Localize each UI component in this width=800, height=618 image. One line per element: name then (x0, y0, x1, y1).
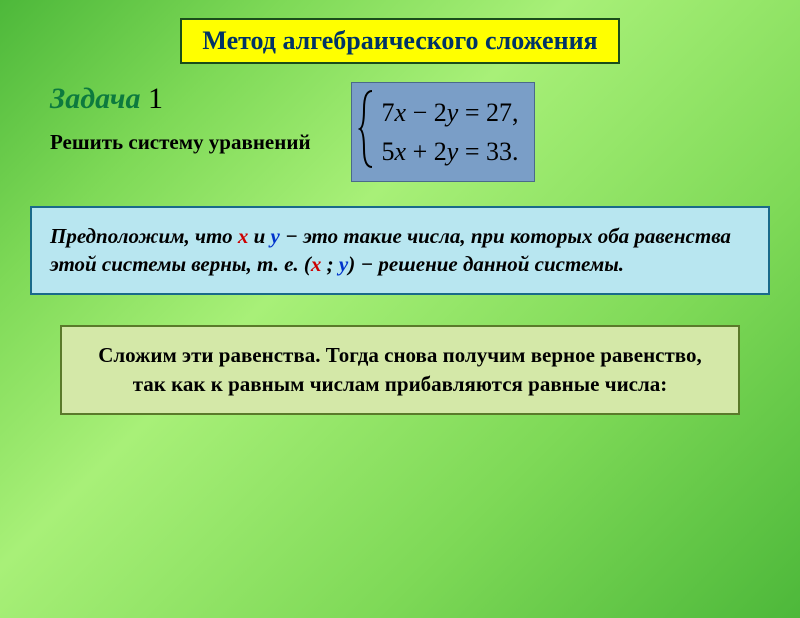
box1-var-x2: х (311, 252, 327, 276)
task-label: Задача 1 (50, 82, 311, 116)
box1-part1: Предположим, что (50, 224, 238, 248)
page-title: Метод алгебраического сложения (180, 18, 619, 64)
box1-part4: ) − решение данной системы. (348, 252, 624, 276)
eq2-coef-b: 2 (434, 137, 447, 166)
eq1-coef-a: 7 (382, 98, 395, 127)
task-row: Задача 1 Решить систему уравнений 7x − 2… (50, 82, 800, 182)
left-brace-icon (358, 89, 376, 169)
equation-2: 5x + 2y = 33. (382, 132, 519, 171)
box1-var-y: у (271, 224, 280, 248)
task-left-column: Задача 1 Решить систему уравнений (50, 82, 311, 155)
eq1-var-x: x (395, 98, 407, 127)
task-instruction: Решить систему уравнений (50, 130, 311, 155)
box1-var-y2: у (339, 252, 348, 276)
box1-part2: и (248, 224, 270, 248)
eq1-rhs: = 27, (458, 98, 518, 127)
eq2-var-y: y (447, 137, 459, 166)
eq1-var-y: y (447, 98, 459, 127)
box1-var-x: х (238, 224, 249, 248)
assumption-box: Предположим, что х и у − это такие числа… (30, 206, 770, 295)
eq1-coef-b: 2 (434, 98, 447, 127)
eq2-op: + (406, 137, 434, 166)
eq1-op: − (406, 98, 434, 127)
equation-system-box: 7x − 2y = 27, 5x + 2y = 33. (351, 82, 536, 182)
task-word: Задача (50, 82, 141, 115)
eq2-var-x: x (395, 137, 407, 166)
task-number: 1 (141, 82, 164, 115)
conclusion-box: Сложим эти равенства. Тогда снова получи… (60, 325, 740, 416)
eq2-coef-a: 5 (382, 137, 395, 166)
box1-sep: ; (327, 252, 339, 276)
equation-1: 7x − 2y = 27, (382, 93, 519, 132)
eq2-rhs: = 33. (458, 137, 518, 166)
